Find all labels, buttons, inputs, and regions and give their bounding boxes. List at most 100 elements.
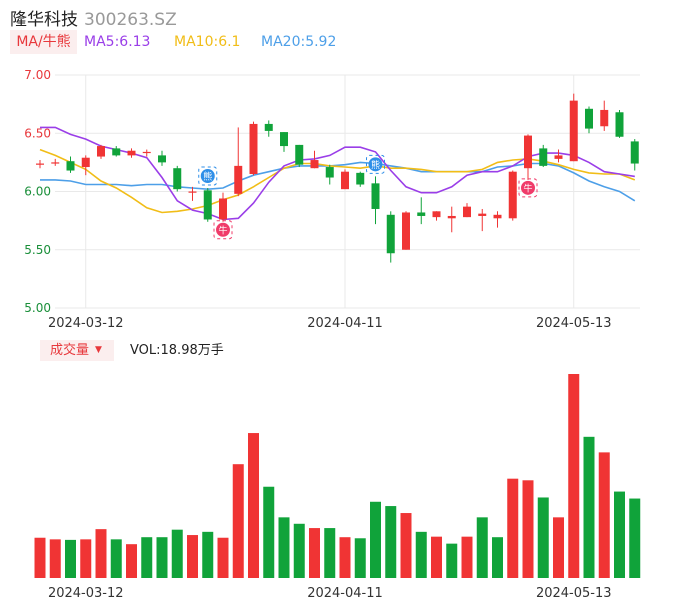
volume-bar [339, 537, 351, 578]
candle [97, 144, 105, 159]
volume-bar [354, 538, 366, 578]
volume-bar [537, 497, 549, 578]
candle [81, 155, 90, 176]
volume-bar [400, 513, 412, 578]
volume-bar [202, 531, 214, 578]
x-date-label: 2024-03-12 [48, 316, 124, 331]
ma-toggle-button[interactable]: MA/牛熊 [10, 30, 77, 54]
stock-name: 隆华科技 [10, 10, 78, 30]
volume-bar [324, 528, 336, 578]
volume-bar [95, 529, 107, 578]
candle [234, 127, 243, 197]
signal-badge [200, 169, 215, 184]
candle [158, 150, 166, 166]
candle-body [234, 165, 243, 194]
candle [554, 149, 563, 163]
candle-body [112, 148, 121, 156]
candle-body [585, 108, 593, 129]
volume-bar [80, 539, 92, 578]
volume-bar [385, 506, 397, 578]
ma10-label: MA10:6.1 [174, 34, 241, 50]
y-tick-label: 7.00 [24, 68, 51, 82]
stock-code: 300263.SZ [84, 10, 177, 30]
candle [325, 164, 334, 185]
candle-body [325, 167, 334, 178]
volume-bar [370, 501, 381, 578]
candle-body [264, 123, 273, 131]
signal-frame [366, 154, 385, 174]
volume-x-date-label: 2024-04-11 [307, 586, 383, 601]
signal-frame [198, 166, 218, 186]
x-date-label: 2024-05-13 [536, 316, 612, 331]
candle [127, 148, 136, 158]
candle-body [630, 141, 639, 164]
volume-bar [492, 537, 503, 578]
candle-body [432, 211, 441, 218]
candle [341, 169, 349, 190]
candle-body [249, 123, 258, 175]
candle-body [493, 214, 502, 219]
volume-bar [522, 480, 534, 578]
candle [249, 121, 258, 176]
candle-body [539, 148, 548, 166]
candle [356, 171, 365, 187]
candle [508, 170, 517, 221]
candle-body [203, 190, 212, 220]
signal-label: 熊 [371, 159, 380, 171]
candle-body [188, 191, 197, 193]
volume-bar [248, 433, 259, 578]
candle [219, 192, 227, 222]
candle-body [127, 150, 136, 156]
signal-label: 牛 [218, 224, 227, 236]
candle [310, 150, 319, 169]
candle-body [386, 214, 395, 254]
volume-bar [278, 517, 290, 578]
volume-bar [110, 539, 122, 578]
bear-signal-icon: 熊 [366, 154, 385, 174]
y-tick-label: 5.00 [24, 301, 51, 315]
candle [463, 203, 471, 218]
candle [51, 158, 60, 166]
candle-body [615, 112, 624, 137]
volume-bar [568, 374, 580, 578]
ma20-line [40, 161, 636, 202]
volume-bar [217, 537, 229, 578]
volume-bar [293, 523, 305, 578]
candle-body [51, 162, 60, 164]
y-tick-label: 5.50 [24, 243, 51, 257]
volume-bar [431, 536, 442, 578]
volume-bar [461, 536, 473, 578]
volume-bar [583, 436, 595, 578]
x-date-label: 2024-04-11 [307, 316, 383, 331]
volume-bar [171, 529, 183, 578]
signal-label: 牛 [523, 182, 532, 194]
volume-x-date-label: 2024-03-12 [48, 586, 124, 601]
volume-bar [614, 491, 625, 578]
candle [417, 197, 426, 225]
signal-badge [521, 180, 535, 195]
volume-bar [232, 464, 244, 578]
candle-body [554, 155, 563, 159]
candle [524, 134, 532, 180]
volume-bar [65, 539, 76, 578]
candle [203, 188, 212, 222]
ma5-line [40, 126, 635, 221]
volume-bar [263, 486, 275, 578]
candle-body [478, 213, 487, 216]
candle-body [81, 157, 90, 168]
candle-body [524, 135, 532, 169]
volume-bar [507, 478, 519, 578]
candle [173, 165, 182, 192]
volume-bar [141, 537, 153, 578]
candle [402, 211, 410, 250]
candle-body [569, 100, 578, 162]
candle [112, 146, 121, 157]
volume-indicator-dropdown[interactable]: 成交量 ▼ [40, 340, 114, 361]
volume-x-date-label: 2024-05-13 [536, 586, 612, 601]
candle [66, 156, 75, 173]
candle-body [295, 144, 304, 165]
volume-bar [34, 537, 46, 578]
volume-bar [156, 537, 168, 578]
volume-dropdown-label: 成交量 [50, 343, 90, 358]
